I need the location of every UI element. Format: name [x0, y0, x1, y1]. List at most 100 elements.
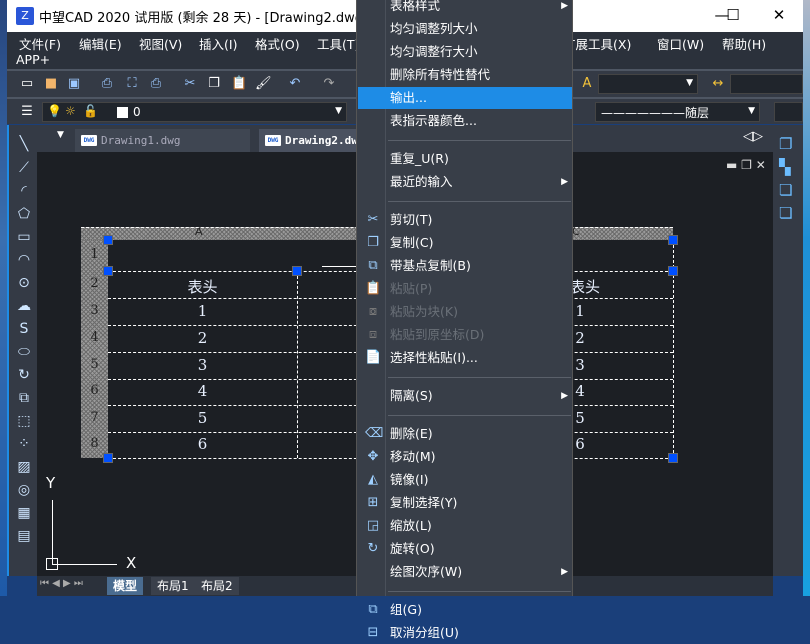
menu-tools[interactable]: 工具(T) — [317, 37, 360, 52]
grip-handle[interactable] — [103, 266, 113, 276]
polyline-icon[interactable]: ◜ — [21, 183, 27, 199]
grip-handle[interactable] — [668, 235, 678, 245]
plot-icon[interactable]: ⎙ — [150, 76, 162, 91]
text-style-select[interactable]: ▼ — [598, 74, 698, 94]
layer-select[interactable]: 💡 ☼ 🔓 0 ▼ — [42, 102, 347, 122]
menu-item[interactable]: ◭ 镜像(I) — [358, 469, 572, 491]
print-icon[interactable]: ⎙ — [101, 76, 113, 91]
close-button[interactable]: ✕ — [772, 6, 786, 24]
layout-nav-arrows[interactable]: ⏮ ◀ ▶ ⏭ — [40, 578, 83, 589]
grip-handle[interactable] — [668, 453, 678, 463]
menu-item[interactable]: 表指示器颜色... — [358, 110, 572, 132]
tab-layout1[interactable]: 布局1 — [151, 577, 195, 595]
open-icon[interactable]: ■ — [44, 76, 58, 91]
new-icon[interactable]: ▭ — [20, 76, 34, 91]
menu-item[interactable]: ⌫ 删除(E) — [358, 423, 572, 445]
menu-edit[interactable]: 编辑(E) — [79, 37, 122, 52]
menu-item[interactable]: ⧉ 组(G) — [358, 599, 572, 621]
tab-list-icon[interactable]: ▼ — [57, 130, 64, 140]
menu-item[interactable]: 表格样式 ▶ — [358, 0, 572, 17]
menu-app[interactable]: APP+ — [16, 52, 51, 67]
table-icon[interactable]: ▦ — [17, 505, 31, 521]
menu-item-label: 表格样式 — [390, 0, 441, 13]
redo-icon[interactable]: ↷ — [323, 76, 335, 91]
arc-icon[interactable]: ◠ — [17, 252, 31, 268]
menu-item[interactable]: 均匀调整列大小 — [358, 18, 572, 40]
make-block-icon[interactable]: ⬚ — [17, 413, 31, 429]
arrange-icon[interactable]: ▚ — [779, 158, 791, 176]
spline-icon[interactable]: S — [19, 321, 29, 337]
xline-icon[interactable]: ⟋ — [19, 160, 29, 176]
tab-layout2[interactable]: 布局2 — [195, 577, 239, 595]
tab-model[interactable]: 模型 — [107, 577, 144, 595]
menu-item[interactable]: 隔离(S) ▶ — [358, 385, 572, 407]
menu-view[interactable]: 视图(V) — [139, 37, 183, 52]
tab-drawing1[interactable]: DWG Drawing1.dwg — [75, 129, 250, 152]
grip-handle[interactable] — [103, 235, 113, 245]
rectangle-icon[interactable]: ▭ — [17, 229, 31, 245]
menu-help[interactable]: 帮助(H) — [722, 37, 767, 52]
menu-item[interactable]: 删除所有特性替代 — [358, 64, 572, 86]
menu-file[interactable]: 文件(F) — [19, 37, 61, 52]
cut-icon[interactable]: ✂ — [184, 76, 196, 91]
menu-item[interactable]: ⧈ 粘贴到原坐标(D) — [358, 324, 572, 346]
menu-item[interactable]: 📄 选择性粘贴(I)... — [358, 347, 572, 369]
menu-item[interactable]: ❐ 复制(C) — [358, 232, 572, 254]
linetype-select[interactable]: ———————随层 ▼ — [595, 102, 760, 122]
dim-style-icon[interactable]: ↔ — [712, 76, 724, 91]
point-icon[interactable]: ⁘ — [18, 436, 30, 452]
dim-style-select[interactable] — [730, 74, 803, 94]
region-icon[interactable]: ◎ — [17, 482, 31, 498]
maximize-button[interactable]: ☐ — [726, 6, 740, 24]
grip-handle[interactable] — [292, 266, 302, 276]
row-number: 4 — [90, 329, 99, 345]
table-header-cell: 表头 — [569, 278, 600, 296]
menu-item[interactable]: ⧉ 带基点复制(B) — [358, 255, 572, 277]
send-back-icon[interactable]: ❏ — [779, 181, 793, 199]
menu-item[interactable]: 重复_U(R) — [358, 148, 572, 170]
menu-item[interactable]: 最近的输入 ▶ — [358, 171, 572, 193]
tab-scroll-arrows[interactable]: ◁▷ — [743, 129, 763, 144]
menu-insert[interactable]: 插入(I) — [199, 37, 238, 52]
lineweight-select[interactable] — [774, 102, 803, 122]
ucs-x-axis — [52, 564, 117, 565]
circle-icon[interactable]: ⊙ — [18, 275, 30, 291]
menu-item[interactable]: 均匀调整行大小 — [358, 41, 572, 63]
minimize-button[interactable]: — — [714, 6, 730, 24]
menu-item[interactable]: ⊟ 取消分组(U) — [358, 622, 572, 644]
hatch-icon[interactable]: ▨ — [17, 459, 31, 475]
menu-item[interactable]: ◲ 缩放(L) — [358, 515, 572, 537]
menu-item[interactable]: 绘图次序(W) ▶ — [358, 561, 572, 583]
text-style-icon[interactable]: A — [582, 76, 592, 91]
polygon-icon[interactable]: ⬠ — [17, 206, 31, 222]
preview-icon[interactable]: ⛶ — [127, 76, 137, 91]
match-prop-icon[interactable]: 🖌 — [255, 76, 272, 91]
menu-item[interactable]: ✂ 剪切(T) — [358, 209, 572, 231]
save-icon[interactable]: ▣ — [67, 76, 81, 91]
grip-handle[interactable] — [103, 453, 113, 463]
layers-icon[interactable]: ❐ — [779, 135, 793, 153]
menu-item[interactable]: ↻ 旋转(O) — [358, 538, 572, 560]
menu-extend[interactable]: 扩展工具(X) — [563, 37, 632, 52]
paste-icon[interactable]: 📋 — [231, 76, 248, 91]
menu-item[interactable]: ⊞ 复制选择(Y) — [358, 492, 572, 514]
menu-item-label: 缩放(L) — [390, 518, 432, 533]
ellipse-icon[interactable]: ⬭ — [18, 344, 30, 360]
line-icon[interactable]: ╲ — [19, 136, 29, 152]
menu-item[interactable]: 📋 粘贴(P) — [358, 278, 572, 300]
menu-item[interactable]: ✥ 移动(M) — [358, 446, 572, 468]
layer-manager-icon[interactable]: ☰ — [21, 104, 33, 119]
copy-icon[interactable]: ❐ — [208, 76, 220, 91]
menu-item[interactable]: 输出... — [358, 87, 572, 109]
insert-block-icon[interactable]: ⧉ — [19, 390, 29, 406]
menu-window[interactable]: 窗口(W) — [657, 37, 705, 52]
menu-item[interactable]: ⧇ 粘贴为块(K) — [358, 301, 572, 323]
mtext-icon[interactable]: ▤ — [17, 528, 31, 544]
ellipse-arc-icon[interactable]: ↻ — [18, 367, 30, 383]
viewport-controls[interactable]: ▬ ❐ ✕ — [726, 158, 766, 172]
bring-front-icon[interactable]: ❏ — [779, 204, 793, 222]
undo-icon[interactable]: ↶ — [289, 76, 301, 91]
cloud-icon[interactable]: ☁ — [17, 298, 31, 314]
grip-handle[interactable] — [668, 266, 678, 276]
menu-format[interactable]: 格式(O) — [255, 37, 300, 52]
